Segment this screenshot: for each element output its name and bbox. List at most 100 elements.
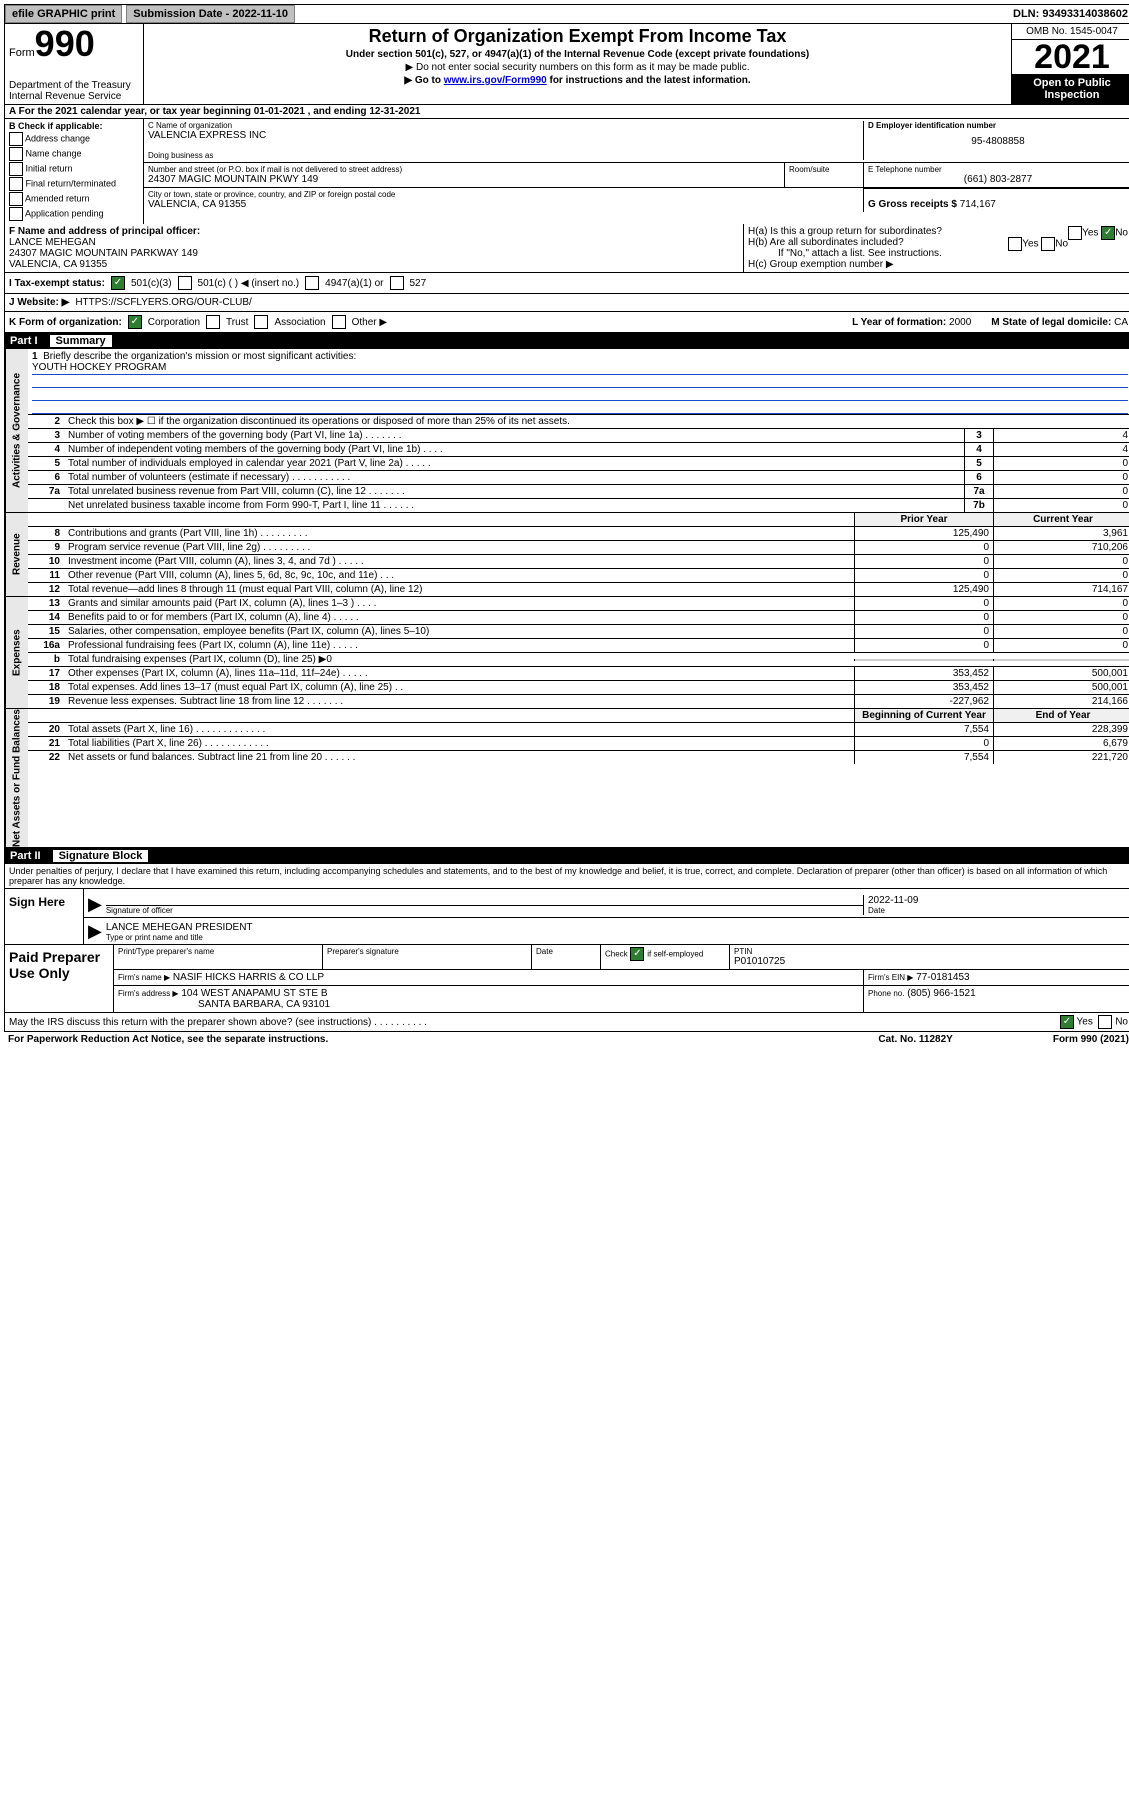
paid-preparer-label: Paid Preparer Use Only bbox=[5, 945, 114, 1012]
header-mid: Return of Organization Exempt From Incom… bbox=[144, 24, 1011, 104]
summary-line: 6Total number of volunteers (estimate if… bbox=[28, 471, 1129, 485]
ha-yes[interactable] bbox=[1068, 226, 1082, 240]
officer-addr2: VALENCIA, CA 91355 bbox=[9, 259, 739, 270]
cb-name-change[interactable]: Name change bbox=[9, 147, 139, 161]
form-word: Form bbox=[9, 47, 35, 59]
org-name: VALENCIA EXPRESS INC bbox=[148, 130, 863, 141]
cb-501c[interactable] bbox=[178, 276, 192, 290]
opt-527: 527 bbox=[410, 278, 427, 289]
col-b: B Check if applicable: Address change Na… bbox=[5, 119, 144, 224]
header-left: Form 990 Department of the Treasury Inte… bbox=[5, 24, 144, 104]
dln: DLN: 93493314038602 bbox=[1013, 8, 1129, 20]
firm-phone: (805) 966-1521 bbox=[907, 988, 975, 999]
signature-block: Under penalties of perjury, I declare th… bbox=[4, 864, 1129, 945]
submission-date-value: 2022-11-10 bbox=[232, 8, 288, 20]
cb-trust[interactable] bbox=[206, 315, 220, 329]
self-emp-label: if self-employed bbox=[647, 950, 703, 959]
hb-label: H(b) Are all subordinates included? bbox=[748, 237, 904, 248]
cb-amended[interactable]: Amended return bbox=[9, 192, 139, 206]
col-current: Current Year bbox=[993, 513, 1129, 526]
form-note-link: ▶ Go to www.irs.gov/Form990 for instruct… bbox=[152, 75, 1003, 86]
cat-no: Cat. No. 11282Y bbox=[878, 1034, 952, 1045]
gross-label: G Gross receipts $ bbox=[868, 199, 957, 210]
col-end: End of Year bbox=[993, 709, 1129, 722]
summary-line: 7aTotal unrelated business revenue from … bbox=[28, 485, 1129, 499]
summary-line: 11Other revenue (Part VIII, column (A), … bbox=[28, 569, 1129, 583]
tax-year: 2021 bbox=[1012, 40, 1129, 74]
col-beginning: Beginning of Current Year bbox=[854, 709, 993, 722]
summary-line: 9Program service revenue (Part VIII, lin… bbox=[28, 541, 1129, 555]
discuss-text: May the IRS discuss this return with the… bbox=[9, 1017, 427, 1028]
cb-527[interactable] bbox=[390, 276, 404, 290]
form-footer: Form 990 (2021) bbox=[1053, 1034, 1129, 1045]
firm-ein-label: Firm's EIN ▶ bbox=[868, 973, 913, 982]
cb-corp[interactable] bbox=[128, 315, 142, 329]
summary-line: 14Benefits paid to or for members (Part … bbox=[28, 611, 1129, 625]
sig-officer-label: Signature of officer bbox=[106, 906, 863, 915]
summary-line: 18Total expenses. Add lines 13–17 (must … bbox=[28, 681, 1129, 695]
discuss-no[interactable] bbox=[1098, 1015, 1112, 1029]
domicile: CA bbox=[1114, 317, 1128, 328]
bottom-line: For Paperwork Reduction Act Notice, see … bbox=[4, 1032, 1129, 1047]
sig-date-value: 2022-11-09 bbox=[868, 895, 1128, 906]
ha-label: H(a) Is this a group return for subordin… bbox=[748, 226, 942, 237]
part1-num: Part I bbox=[10, 335, 38, 347]
summary-line: 8Contributions and grants (Part VIII, li… bbox=[28, 527, 1129, 541]
cb-other[interactable] bbox=[332, 315, 346, 329]
opt-501c3: 501(c)(3) bbox=[131, 278, 172, 289]
hb-yes[interactable] bbox=[1008, 237, 1022, 251]
cb-final-return[interactable]: Final return/terminated bbox=[9, 177, 139, 191]
part1-header: Part I Summary bbox=[4, 333, 1129, 349]
cb-4947[interactable] bbox=[305, 276, 319, 290]
summary-line: 16aProfessional fundraising fees (Part I… bbox=[28, 639, 1129, 653]
cb-initial-return[interactable]: Initial return bbox=[9, 162, 139, 176]
form-note-ssn: ▶ Do not enter social security numbers o… bbox=[152, 62, 1003, 73]
paperwork-notice: For Paperwork Reduction Act Notice, see … bbox=[8, 1034, 328, 1045]
submission-date-button[interactable]: Submission Date - 2022-11-10 bbox=[126, 5, 295, 23]
preparer-block: Paid Preparer Use Only Print/Type prepar… bbox=[4, 945, 1129, 1013]
org-name-label: C Name of organization bbox=[148, 121, 863, 130]
form-org-label: K Form of organization: bbox=[9, 317, 122, 328]
room-label: Room/suite bbox=[784, 163, 863, 187]
efile-button[interactable]: efile GRAPHIC print bbox=[5, 5, 122, 23]
summary-line: 3Number of voting members of the governi… bbox=[28, 429, 1129, 443]
hc-label: H(c) Group exemption number ▶ bbox=[748, 259, 1128, 270]
addr-value: 24307 MAGIC MOUNTAIN PKWY 149 bbox=[148, 174, 780, 185]
header-right: OMB No. 1545-0047 2021 Open to Public In… bbox=[1011, 24, 1129, 104]
row-j: J Website: ▶ HTTPS://SCFLYERS.ORG/OUR-CL… bbox=[4, 294, 1129, 312]
side-netassets: Net Assets or Fund Balances bbox=[5, 709, 28, 847]
summary-line: 22Net assets or fund balances. Subtract … bbox=[28, 751, 1129, 764]
cb-app-pending[interactable]: Application pending bbox=[9, 207, 139, 221]
discuss-yes[interactable] bbox=[1060, 1015, 1074, 1029]
dba-label: Doing business as bbox=[148, 151, 863, 160]
cb-assoc[interactable] bbox=[254, 315, 268, 329]
link-post: for instructions and the latest informat… bbox=[547, 75, 751, 86]
form-subtitle: Under section 501(c), 527, or 4947(a)(1)… bbox=[152, 49, 1003, 60]
cb-501c3[interactable] bbox=[111, 276, 125, 290]
phone-label: Phone no. bbox=[868, 989, 904, 998]
cb-address-change[interactable]: Address change bbox=[9, 132, 139, 146]
firm-addr2: SANTA BARBARA, CA 93101 bbox=[118, 999, 859, 1010]
q1-label: Briefly describe the organization's miss… bbox=[43, 351, 356, 362]
hb-no[interactable] bbox=[1041, 237, 1055, 251]
arrow-icon: ▶ bbox=[88, 921, 102, 942]
firm-ein: 77-0181453 bbox=[916, 972, 969, 983]
summary-line: 21Total liabilities (Part X, line 26) . … bbox=[28, 737, 1129, 751]
gross-value: 714,167 bbox=[960, 199, 996, 210]
ha-no[interactable] bbox=[1101, 226, 1115, 240]
summary-table: Activities & Governance 1 Briefly descri… bbox=[4, 349, 1129, 848]
row-a-taxyear: A For the 2021 calendar year, or tax yea… bbox=[4, 105, 1129, 119]
part2-num: Part II bbox=[10, 850, 41, 862]
summary-line: bTotal fundraising expenses (Part IX, co… bbox=[28, 653, 1129, 667]
id-block: B Check if applicable: Address change Na… bbox=[4, 119, 1129, 224]
summary-line: 5Total number of individuals employed in… bbox=[28, 457, 1129, 471]
side-expenses: Expenses bbox=[5, 597, 28, 708]
firm-addr1: 104 WEST ANAPAMU ST STE B bbox=[181, 988, 327, 999]
row-i: I Tax-exempt status: 501(c)(3) 501(c) ( … bbox=[4, 273, 1129, 294]
cb-self-employed[interactable] bbox=[630, 947, 644, 961]
hb-note: If "No," attach a list. See instructions… bbox=[748, 248, 1128, 259]
summary-line: Net unrelated business taxable income fr… bbox=[28, 499, 1129, 512]
ptin-value: P01010725 bbox=[734, 956, 1128, 967]
irs-link[interactable]: www.irs.gov/Form990 bbox=[444, 75, 547, 86]
tax-exempt-label: I Tax-exempt status: bbox=[9, 278, 105, 289]
